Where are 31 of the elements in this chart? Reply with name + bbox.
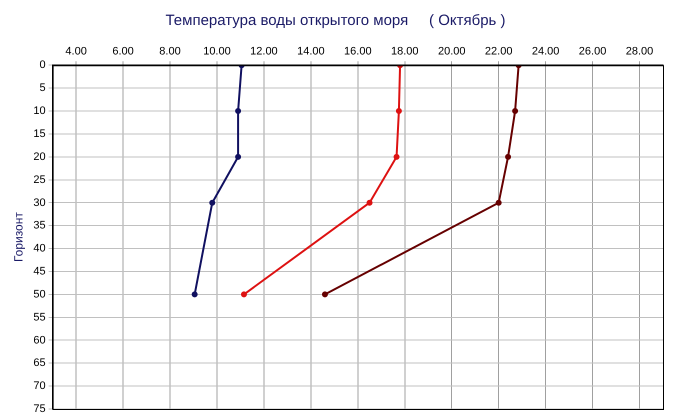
x-tick-label: 12.00 xyxy=(250,46,278,58)
y-tick-label: 75 xyxy=(33,403,46,416)
y-tick-label: 20 xyxy=(33,150,46,163)
y-tick-label: 25 xyxy=(33,174,46,186)
y-tick-label: 65 xyxy=(33,357,46,370)
x-tick-label: 24.00 xyxy=(532,46,560,58)
y-axis-title: Горизонт xyxy=(12,212,26,262)
y-tick-label: 15 xyxy=(33,128,46,140)
y-tick-label: 35 xyxy=(33,220,46,232)
x-tick-label: 10.00 xyxy=(203,46,231,58)
x-tick-label: 18.00 xyxy=(391,46,419,58)
y-tick-label: 30 xyxy=(33,196,46,209)
y-tick-label: 50 xyxy=(33,288,46,300)
y-tick-label: 70 xyxy=(33,380,46,392)
x-tick-label: 28.00 xyxy=(626,46,654,58)
x-tick-label: 4.00 xyxy=(65,46,87,58)
y-tick-label: 45 xyxy=(33,266,46,278)
y-tick-label: 40 xyxy=(33,242,46,255)
x-tick-label: 8.00 xyxy=(159,46,181,58)
x-tick-label: 14.00 xyxy=(297,46,325,58)
chart-title: Температура воды открытого моря ( Октябрь ) xyxy=(165,12,506,30)
y-tick-label: 5 xyxy=(40,82,46,94)
y-tick-label: 55 xyxy=(33,311,46,324)
x-tick-label: 6.00 xyxy=(112,46,134,58)
x-tick-label: 26.00 xyxy=(578,46,606,58)
y-tick-label: 60 xyxy=(33,334,46,346)
x-tick-label: 20.00 xyxy=(438,46,466,58)
x-tick-label: 22.00 xyxy=(484,46,512,58)
y-tick-label: 0 xyxy=(40,59,46,72)
x-tick-label: 16.00 xyxy=(344,46,372,58)
y-tick-label: 10 xyxy=(33,105,46,118)
